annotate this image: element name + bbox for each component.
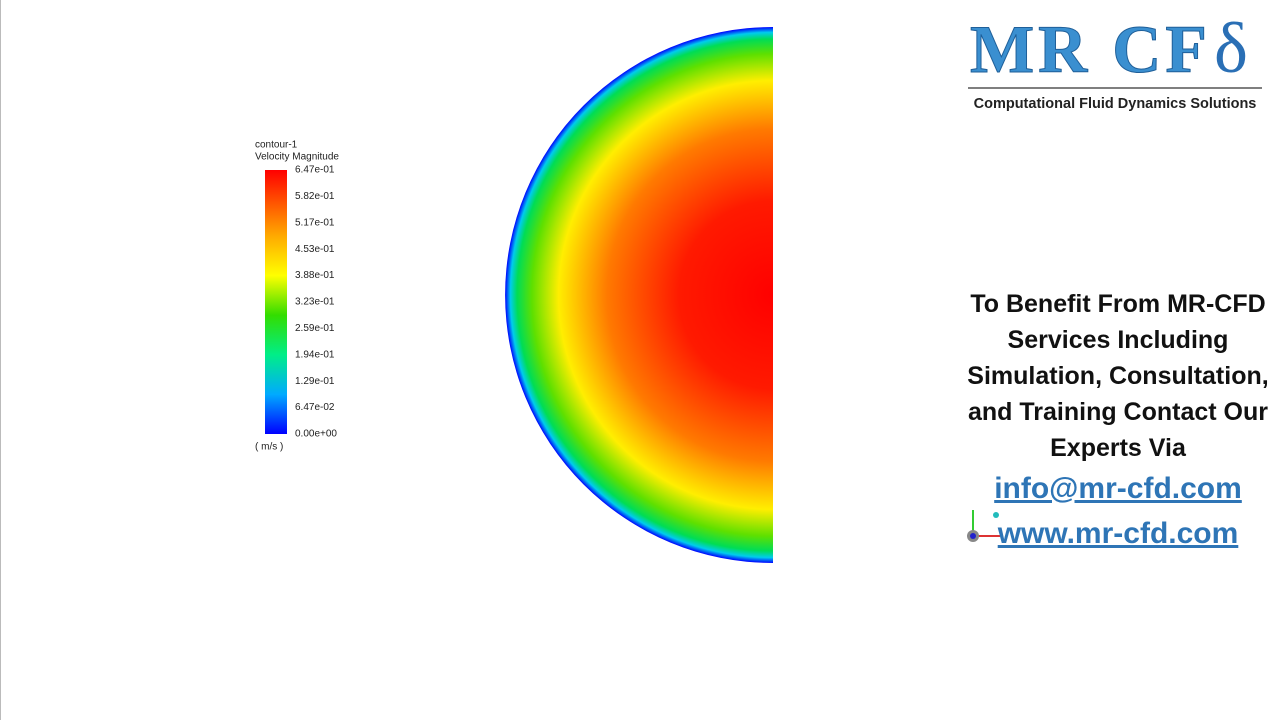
contact-line: Experts Via <box>1050 434 1186 462</box>
colorbar <box>265 170 287 434</box>
contact-line: Services Including <box>1007 326 1229 354</box>
axis-triad <box>967 510 1000 542</box>
colorbar-label: 3.88e-01 <box>295 270 335 281</box>
contact-line: To Benefit From MR-CFD <box>970 290 1266 318</box>
colorbar-label: 4.53e-01 <box>295 244 335 255</box>
legend-title: contour-1 <box>255 140 298 151</box>
colorbar-label: 6.47e-02 <box>295 402 335 413</box>
colorbar-label: 0.00e+00 <box>295 429 337 440</box>
colorbar-label: 5.82e-01 <box>295 191 335 202</box>
email-link[interactable]: info@mr-cfd.com <box>994 472 1242 505</box>
colorbar-label: 1.94e-01 <box>295 349 335 360</box>
legend-unit: ( m/s ) <box>255 442 283 453</box>
contour-field <box>505 27 773 563</box>
colorbar-label: 5.17e-01 <box>295 217 335 228</box>
colorbar-label: 6.47e-01 <box>295 165 335 176</box>
colorbar-label: 2.59e-01 <box>295 323 335 334</box>
logo-tagline: Computational Fluid Dynamics Solutions <box>974 96 1257 112</box>
logo-symbol: δ <box>1214 8 1248 88</box>
legend-quantity: Velocity Magnitude <box>255 152 339 163</box>
website-link[interactable]: www.mr-cfd.com <box>997 517 1239 550</box>
contact-line: Simulation, Consultation, <box>967 362 1269 390</box>
logo-mark: MR CF <box>970 11 1211 87</box>
colorbar-label: 3.23e-01 <box>295 297 335 308</box>
colorbar-labels: 6.47e-01 5.82e-01 5.17e-01 4.53e-01 3.88e-01… <box>295 165 337 440</box>
colorbar-label: 1.29e-01 <box>295 376 335 387</box>
contact-line: and Training Contact Our <box>967 398 1268 426</box>
